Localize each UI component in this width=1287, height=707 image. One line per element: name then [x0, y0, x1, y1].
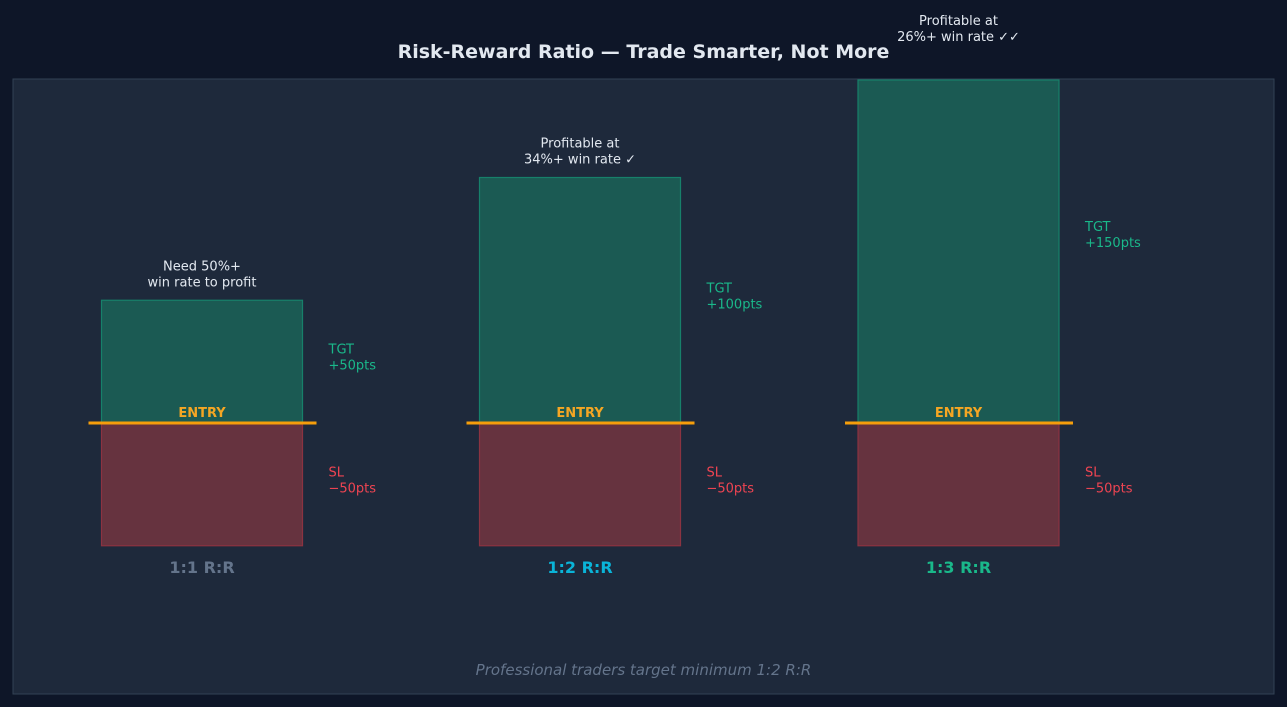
target-bar-1-1 — [100, 299, 304, 424]
target-bar-1-3 — [857, 79, 1060, 424]
note-1-3: Profitable at 26%+ win rate ✓✓ — [897, 14, 1020, 45]
target-bar-1-2 — [478, 176, 682, 424]
chart-footnote: Professional traders target minimum 1:2 … — [476, 661, 812, 679]
stop-label-1-3: SL −50pts — [1085, 465, 1133, 496]
category-label-1-2: 1:2 R:R — [547, 558, 612, 577]
target-label-1-1: TGT +50pts — [328, 343, 377, 374]
target-label-1-3: TGT +150pts — [1084, 220, 1141, 251]
category-label-1-3: 1:3 R:R — [926, 558, 991, 577]
note-1-2: Profitable at 34%+ win rate ✓ — [524, 137, 636, 168]
note-1-1: Need 50%+ win rate to profit — [148, 259, 257, 290]
chart-title: Risk-Reward Ratio — Trade Smarter, Not M… — [398, 41, 890, 63]
category-label-1-1: 1:1 R:R — [169, 558, 234, 577]
bars-layer — [100, 79, 1060, 547]
stop-label-1-1: SL −50pts — [329, 465, 377, 496]
labels-layer: ENTRY TGT +50pts SL −50pts Need 50%+ win rate … — [88, 14, 1141, 577]
stop-bar-1-1 — [100, 422, 304, 547]
stop-bar-1-2 — [478, 422, 682, 547]
stop-label-1-2: SL −50pts — [707, 465, 755, 496]
stop-bar-1-3 — [857, 422, 1060, 547]
entry-label-1-2: ENTRY — [556, 406, 604, 421]
target-label-1-2: TGT +100pts — [706, 281, 763, 312]
entry-label-1-1: ENTRY — [178, 406, 226, 421]
entry-label-1-3: ENTRY — [935, 406, 983, 421]
